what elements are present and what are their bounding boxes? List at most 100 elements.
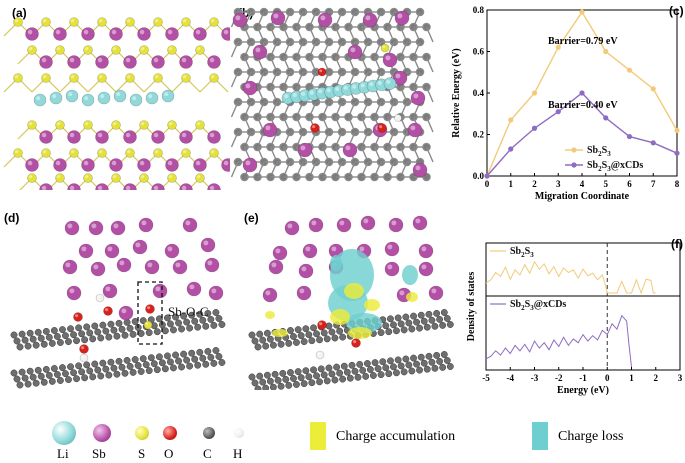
atom-highlight: [36, 96, 41, 101]
charge-density-isosurface: [330, 255, 342, 271]
bond: [230, 101, 239, 118]
c-atom: [32, 341, 40, 349]
atom-highlight: [421, 246, 427, 252]
data-point: [579, 90, 585, 96]
c-atom: [21, 336, 29, 344]
c-atom: [271, 370, 279, 378]
panel-d: (d) Sb-O-C: [0, 205, 240, 390]
sb-o-c-highlight-box: [137, 281, 163, 345]
atom-highlight: [111, 29, 117, 35]
atom-highlight: [197, 175, 201, 179]
c-atom: [207, 353, 215, 361]
atom-highlight: [113, 122, 117, 126]
c-atom: [393, 369, 400, 377]
atom-highlight: [55, 29, 61, 35]
atom-highlight: [71, 75, 75, 79]
atom-highlight: [320, 15, 326, 21]
c-atom: [24, 342, 32, 350]
atom-highlight: [410, 125, 416, 131]
c-atom: [110, 364, 118, 372]
atom-highlight: [71, 19, 75, 23]
c-atom: [29, 373, 37, 381]
atom-highlight: [153, 132, 159, 138]
o-atom: [73, 312, 83, 322]
atom-highlight: [29, 175, 33, 179]
s-atom: [97, 73, 107, 83]
atom-highlight: [175, 262, 181, 268]
atom-highlight: [326, 88, 331, 93]
charge-loss-swatch: [532, 422, 548, 450]
c-atom: [440, 351, 448, 358]
c-atom: [269, 383, 277, 390]
c-atom: [153, 366, 161, 374]
legend-c-label: C: [203, 446, 212, 461]
bond: [230, 41, 239, 58]
data-point: [650, 140, 656, 146]
atom-highlight: [195, 160, 201, 166]
c-atom: [16, 381, 24, 389]
c-atom: [175, 357, 182, 365]
atom-highlight: [29, 47, 33, 51]
sb-atom: [179, 130, 193, 144]
c-atom: [262, 342, 270, 350]
c-atom: [305, 373, 313, 381]
c-atom: [155, 315, 163, 323]
s-atom: [27, 173, 37, 183]
atom-highlight: [83, 160, 89, 166]
sb-atom: [252, 44, 268, 60]
atom-highlight: [55, 160, 61, 166]
atom-highlight: [185, 220, 191, 226]
atom-highlight: [93, 264, 99, 270]
c-atom: [178, 325, 185, 333]
atom-highlight: [331, 246, 337, 252]
c-atom: [131, 356, 139, 363]
c-atom: [45, 371, 53, 379]
atom-highlight: [245, 160, 251, 166]
x-tick-label: 1: [509, 179, 514, 189]
sb-atom: [67, 55, 81, 69]
atom-highlight: [69, 288, 75, 294]
data-point: [531, 90, 538, 96]
x-tick-label: 6: [627, 179, 632, 189]
bond: [230, 131, 239, 148]
c-atom: [153, 328, 161, 336]
sb-atom: [137, 158, 151, 172]
c-atom: [323, 335, 331, 343]
x-axis-label: Energy (eV): [557, 385, 609, 396]
atom-highlight: [105, 286, 111, 292]
panel-e-structure: [248, 215, 454, 390]
panel-b: (b): [230, 0, 445, 190]
c-atom: [65, 376, 72, 384]
atom-legend: Li Sb S O C H: [0, 410, 280, 463]
c-atom: [410, 312, 417, 320]
s-atom-icon: [135, 426, 149, 440]
c-atom: [433, 309, 441, 317]
atom-highlight: [100, 94, 105, 99]
c-atom: [416, 366, 423, 374]
atom-highlight: [125, 185, 131, 190]
c-atom: [413, 318, 420, 326]
c-atom: [78, 368, 86, 376]
sb-atom: [388, 217, 404, 233]
legend-marker: [571, 147, 577, 153]
atom-highlight: [41, 185, 47, 190]
c-atom: [188, 349, 196, 357]
atom-highlight: [135, 242, 141, 248]
s-atom: [125, 73, 135, 83]
c-atom: [328, 370, 336, 378]
c-atom: [316, 336, 323, 344]
o-atom: [351, 338, 361, 348]
c-atom: [248, 373, 256, 381]
atom-highlight: [139, 29, 145, 35]
atom-highlight: [169, 122, 173, 126]
data-point: [626, 67, 633, 73]
sb-atom: [221, 158, 230, 172]
c-atom: [251, 337, 259, 345]
atom-highlight: [125, 57, 131, 63]
atom-highlight: [113, 223, 119, 229]
atom-highlight: [211, 288, 217, 294]
c-atom: [42, 327, 50, 335]
s-atom: [111, 120, 121, 130]
atom-highlight: [300, 145, 306, 151]
c-atom: [134, 362, 142, 369]
